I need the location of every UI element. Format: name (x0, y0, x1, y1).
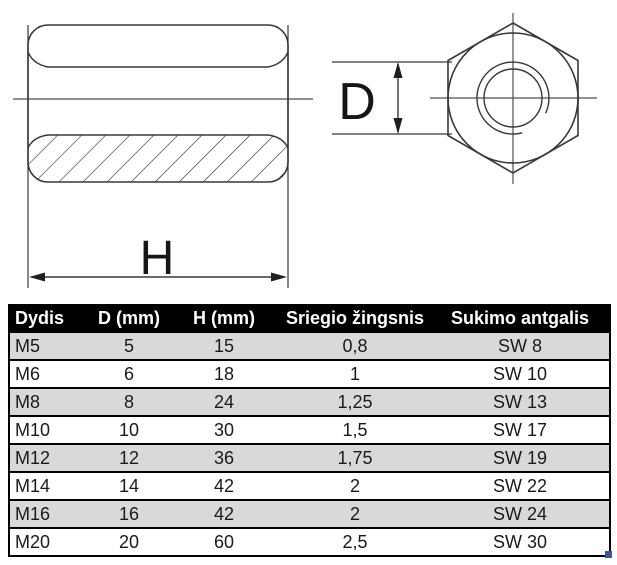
value-cell: 1 (279, 360, 431, 388)
table-row: M12 12 36 1,75 SW 19 (9, 444, 610, 472)
value-cell: 24 (169, 388, 279, 416)
value-cell: 1,5 (279, 416, 431, 444)
value-cell: 14 (89, 472, 169, 500)
upper-flat-separator (27, 51, 289, 68)
value-cell: SW 13 (431, 388, 610, 416)
size-cell: M20 (9, 528, 89, 556)
column-header: Sukimo antgalis (431, 305, 610, 332)
value-cell: 30 (169, 416, 279, 444)
value-cell: 18 (169, 360, 279, 388)
table-row: M20 20 60 2,5 SW 30 (9, 528, 610, 556)
value-cell: 16 (89, 500, 169, 528)
thread-arc (476, 61, 550, 135)
value-cell: SW 17 (431, 416, 610, 444)
table-row: M8 8 24 1,25 SW 13 (9, 388, 610, 416)
size-cell: M14 (9, 472, 89, 500)
value-cell: 1,75 (279, 444, 431, 472)
column-header: Sriegio žingsnis (279, 305, 431, 332)
h-arrowhead-right (271, 272, 287, 282)
hexagon-outline (447, 22, 579, 174)
value-cell: SW 8 (431, 332, 610, 360)
spec-table-grid: Dydis D (mm) H (mm) Sriegio žingsnis Sukimo … (8, 304, 611, 557)
value-cell: 0,8 (279, 332, 431, 360)
chamfer-circle (447, 32, 579, 164)
size-cell: M6 (9, 360, 89, 388)
table-row: M10 10 30 1,5 SW 17 (9, 416, 610, 444)
value-cell: 36 (169, 444, 279, 472)
end-view: D (332, 13, 597, 184)
size-cell: M12 (9, 444, 89, 472)
d-arrowhead-top (393, 62, 403, 78)
table-row: M14 14 42 2 SW 22 (9, 472, 610, 500)
value-cell: 42 (169, 472, 279, 500)
value-cell: SW 19 (431, 444, 610, 472)
size-cell: M16 (9, 500, 89, 528)
table-header-row: Dydis D (mm) H (mm) Sriegio žingsnis Sukimo … (9, 305, 610, 332)
side-view: H (13, 24, 313, 288)
size-cell: M8 (9, 388, 89, 416)
value-cell: 2 (279, 472, 431, 500)
value-cell: SW 22 (431, 472, 610, 500)
value-cell: 42 (169, 500, 279, 528)
value-cell: 60 (169, 528, 279, 556)
spec-table: Dydis D (mm) H (mm) Sriegio žingsnis Sukimo … (8, 304, 612, 558)
thread-hole-circle (483, 68, 543, 128)
value-cell: 8 (89, 388, 169, 416)
column-header: Dydis (9, 305, 89, 332)
dimension-label-h: H (140, 232, 175, 285)
technical-drawing: H D (13, 13, 597, 288)
value-cell: 6 (89, 360, 169, 388)
value-cell: SW 10 (431, 360, 610, 388)
table-body: M5 5 15 0,8 SW 8 M6 6 18 1 SW 10 M8 8 24 1,25 SW 13 M10… (9, 332, 610, 556)
section-hatch-fill (28, 135, 288, 182)
value-cell: 5 (89, 332, 169, 360)
value-cell: SW 30 (431, 528, 610, 556)
value-cell: 1,25 (279, 388, 431, 416)
lower-flat-separator (27, 134, 289, 149)
size-cell: M5 (9, 332, 89, 360)
size-cell: M10 (9, 416, 89, 444)
d-arrowhead-bottom (393, 118, 403, 134)
dimension-label-d: D (338, 73, 376, 131)
value-cell: 15 (169, 332, 279, 360)
table-row: M16 16 42 2 SW 24 (9, 500, 610, 528)
table-row: M6 6 18 1 SW 10 (9, 360, 610, 388)
column-header: H (mm) (169, 305, 279, 332)
h-arrowhead-left (29, 272, 45, 282)
value-cell: 10 (89, 416, 169, 444)
value-cell: 2,5 (279, 528, 431, 556)
value-cell: 12 (89, 444, 169, 472)
value-cell: 2 (279, 500, 431, 528)
value-cell: SW 24 (431, 500, 610, 528)
table-row: M5 5 15 0,8 SW 8 (9, 332, 610, 360)
table-resize-handle[interactable] (605, 551, 612, 558)
value-cell: 20 (89, 528, 169, 556)
technical-drawing-canvas: H D (13, 13, 597, 288)
column-header: D (mm) (89, 305, 169, 332)
